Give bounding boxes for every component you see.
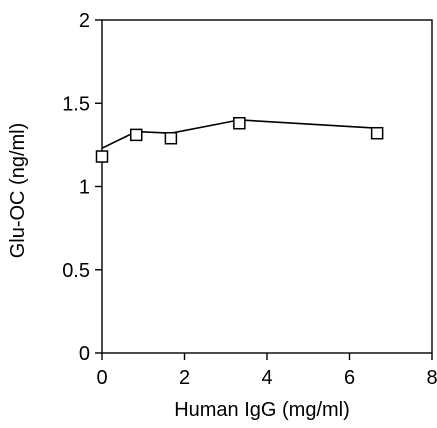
plot-frame [101,19,433,354]
x-tick-label: 2 [179,367,190,389]
x-tick-label: 0 [96,367,107,389]
data-point-marker [95,150,109,163]
x-tick-label: 4 [261,367,272,389]
data-point-marker [370,126,384,140]
x-tick-label: 8 [426,367,437,389]
y-tick-label: 1.5 [62,93,90,115]
x-tick-label: 6 [344,367,355,389]
y-tick-label: 2 [79,10,90,32]
ticks-group: 0 2 4 6 8 0 0.5 1 1.5 2 [62,10,437,389]
data-point-marker [164,131,178,145]
data-point-marker [129,128,143,142]
y-tick-label: 1 [79,177,90,199]
series-group [95,116,384,163]
data-point-marker [233,116,246,130]
x-axis-title: Human IgG (mg/ml) [174,399,350,421]
y-axis-title: Glu-OC (ng/ml) [7,123,29,259]
y-tick-label: 0 [79,343,90,365]
plot-frame-group [101,19,433,354]
y-tick-label: 0.5 [62,260,90,282]
labels-group: Human IgG (mg/ml) Glu-OC (ng/ml) [7,123,350,421]
